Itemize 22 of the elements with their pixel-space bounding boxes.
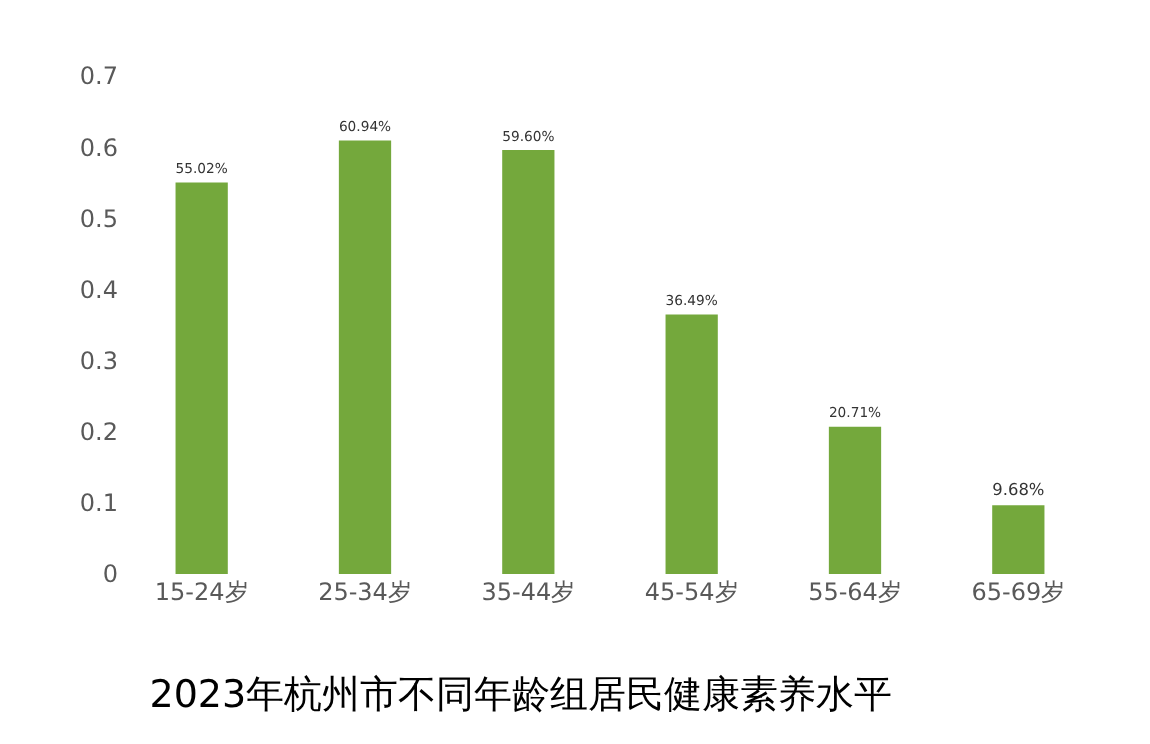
bar [502, 149, 555, 574]
x-tick-label: 65-69岁 [971, 578, 1066, 606]
text: 2023年杭州市不同年龄组居民健康素养水平 [149, 672, 893, 717]
y-tick-label: 0.3 [79, 346, 118, 375]
x-tick-label: 15-24岁 [154, 578, 249, 606]
y-tick-label: 0.5 [79, 204, 118, 233]
y-tick-label: 0.7 [79, 62, 118, 91]
x-tick-label: 55-64岁 [808, 578, 902, 606]
y-tick-label: 0.6 [79, 133, 118, 162]
y-tick-label: 0.1 [79, 489, 118, 518]
y-tick-label: 0.2 [79, 418, 118, 447]
y-tick-label: 0 [102, 560, 118, 589]
data-label: 9.68% [992, 479, 1045, 500]
x-tick-label: 45-54岁 [644, 578, 739, 606]
bar [992, 505, 1045, 574]
x-tick-label: 35-44岁 [481, 578, 576, 606]
bar [665, 314, 718, 574]
bar [828, 426, 882, 574]
bar [338, 140, 392, 574]
x-tick-label: 25-34岁 [318, 578, 412, 606]
bar [175, 182, 228, 574]
y-tick-label: 0.4 [79, 275, 118, 304]
